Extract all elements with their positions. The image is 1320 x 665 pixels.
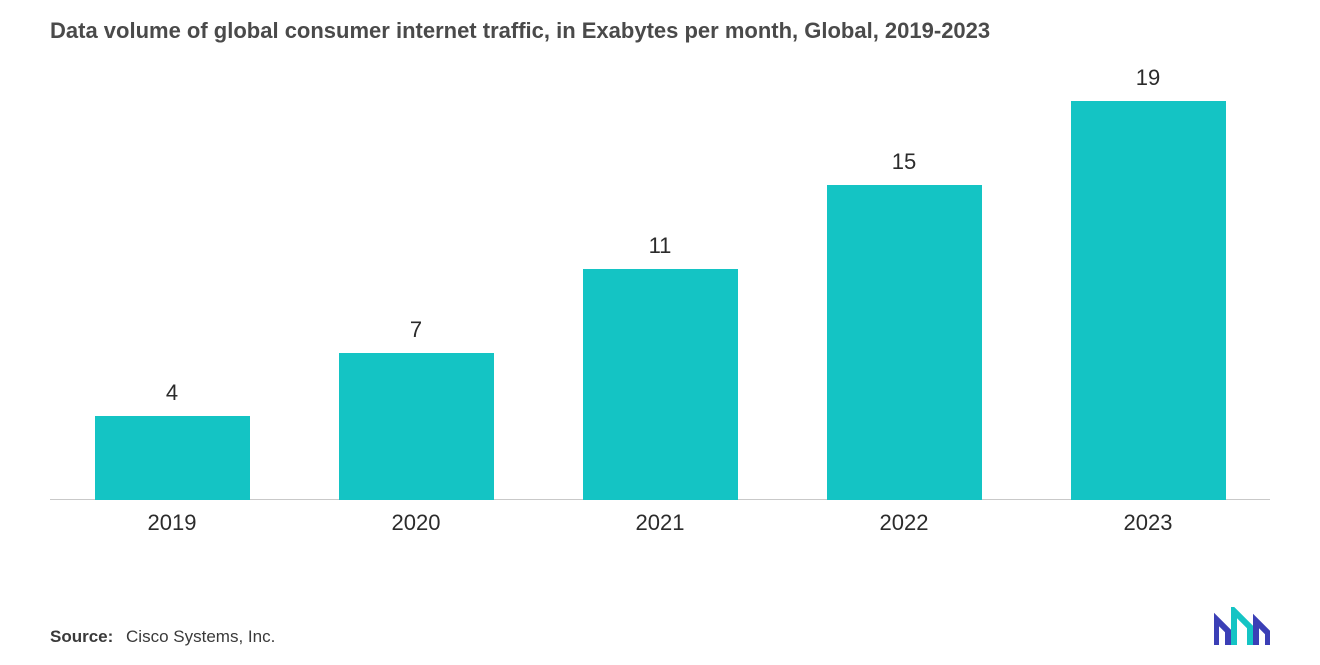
x-axis-labels: 20192020202120222023 (50, 510, 1270, 536)
bar-value-label: 19 (1136, 65, 1160, 91)
source-attribution: Source: Cisco Systems, Inc. (50, 627, 275, 647)
bar (827, 185, 982, 500)
bar-group: 4 (50, 380, 294, 500)
bar-group: 11 (538, 233, 782, 500)
bar (583, 269, 738, 500)
x-axis-label: 2019 (50, 510, 294, 536)
chart-footer: Source: Cisco Systems, Inc. (50, 607, 1270, 647)
bar (95, 416, 250, 500)
bar-value-label: 4 (166, 380, 178, 406)
chart-container: Data volume of global consumer internet … (0, 0, 1320, 665)
source-text: Cisco Systems, Inc. (126, 627, 275, 646)
bar-group: 7 (294, 317, 538, 500)
brand-logo-icon (1214, 607, 1270, 647)
bar-value-label: 15 (892, 149, 916, 175)
bars-group: 47111519 (50, 80, 1270, 500)
bar-value-label: 7 (410, 317, 422, 343)
bar (339, 353, 494, 500)
bar-value-label: 11 (649, 233, 672, 259)
x-axis-label: 2020 (294, 510, 538, 536)
source-label: Source: (50, 627, 113, 646)
chart-title: Data volume of global consumer internet … (50, 18, 990, 44)
bar-group: 15 (782, 149, 1026, 500)
x-axis-label: 2023 (1026, 510, 1270, 536)
x-axis-label: 2021 (538, 510, 782, 536)
plot-area: 47111519 (50, 80, 1270, 500)
bar-group: 19 (1026, 65, 1270, 500)
bar (1071, 101, 1226, 500)
x-axis-label: 2022 (782, 510, 1026, 536)
